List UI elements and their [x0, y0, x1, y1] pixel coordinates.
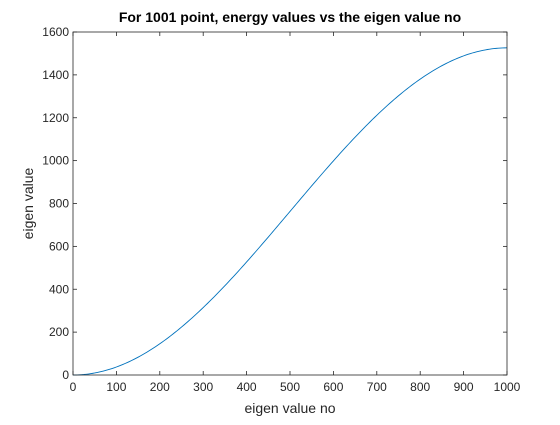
x-tick-label: 400	[237, 380, 257, 394]
y-tick-label: 1600	[42, 25, 69, 39]
x-axis-ticks: 0 100 200 300 400 500 600 700 800 900 1000	[70, 32, 521, 394]
x-tick-label: 900	[454, 380, 474, 394]
y-tick-label: 1000	[42, 154, 69, 168]
x-tick-label: 300	[193, 380, 213, 394]
series-line-energy-values	[72, 47, 508, 376]
x-tick-label: 500	[280, 380, 300, 394]
x-tick-label: 700	[367, 380, 387, 394]
y-tick-label: 400	[49, 282, 69, 296]
x-tick-label: 100	[106, 380, 126, 394]
x-tick-label: 0	[70, 380, 77, 394]
chart-title: For 1001 point, energy values vs the eig…	[119, 9, 461, 25]
y-tick-label: 800	[49, 197, 69, 211]
y-tick-label: 1200	[42, 111, 69, 125]
plot-area	[73, 32, 507, 375]
x-tick-label: 200	[150, 380, 170, 394]
y-axis-ticks: 0 200 400 600 800 1000 1200 1400 1600	[42, 25, 507, 382]
x-axis-label: eigen value no	[244, 400, 335, 416]
x-tick-label: 800	[410, 380, 430, 394]
x-tick-label: 1000	[494, 380, 521, 394]
x-tick-label: 600	[323, 380, 343, 394]
y-tick-label: 1400	[42, 68, 69, 82]
y-axis-label: eigen value	[20, 167, 36, 239]
y-tick-label: 200	[49, 325, 69, 339]
y-tick-label: 600	[49, 239, 69, 253]
axes-box	[72, 31, 508, 376]
y-tick-label: 0	[62, 368, 69, 382]
